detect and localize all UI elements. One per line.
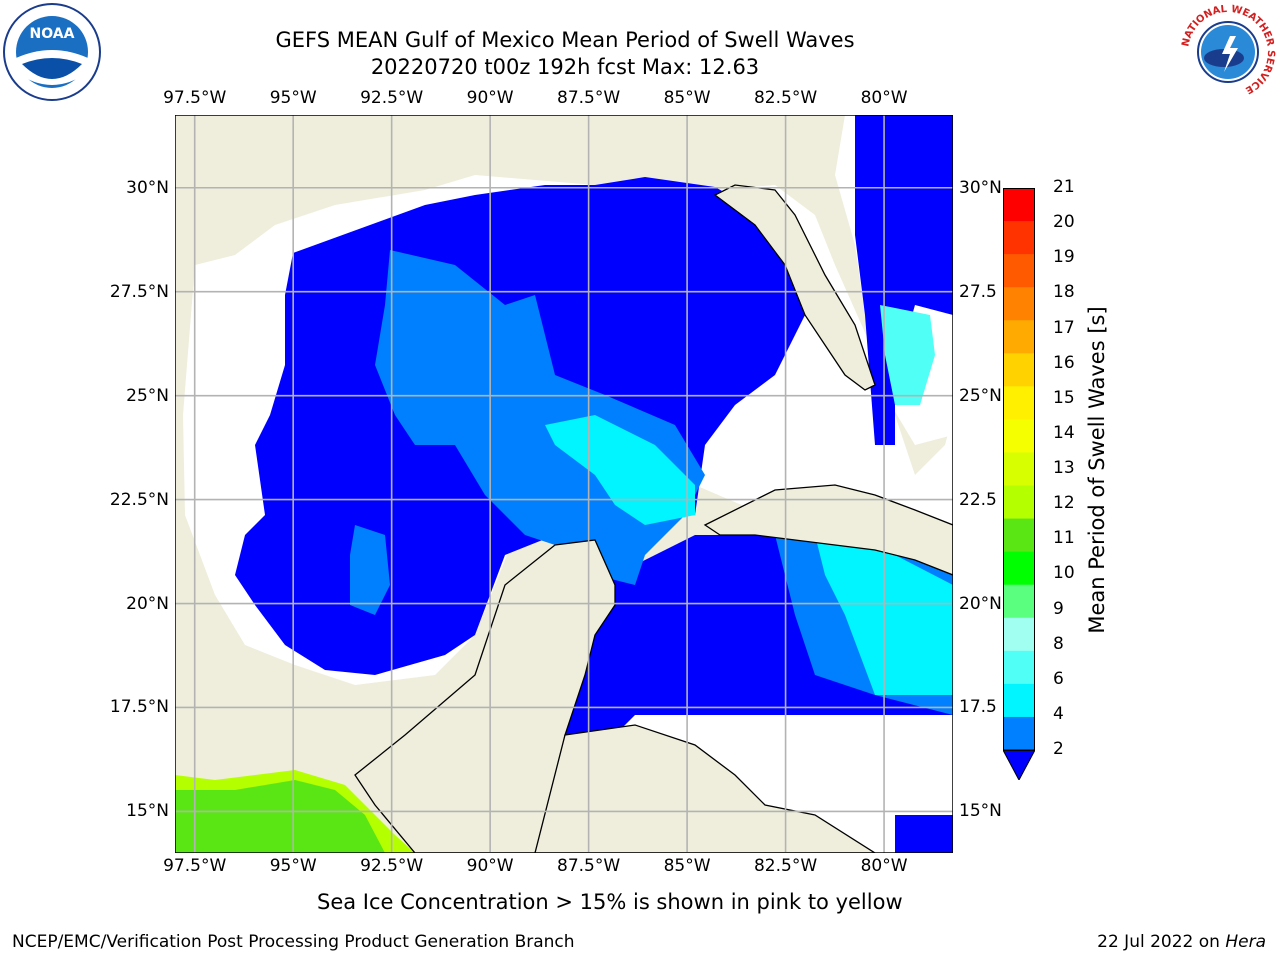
colorbar-segment (1003, 452, 1035, 487)
sea-ice-caption: Sea Ice Concentration > 15% is shown in … (317, 890, 903, 914)
bottom-lon-label-0: 97.5°W (163, 856, 227, 876)
left-lat-label-6: 15°N (126, 801, 169, 822)
swell-area-6s-atlantic (880, 305, 935, 405)
footer-date: 22 Jul 2022 on Hera (1097, 932, 1266, 952)
colorbar-tick-5: 16 (1053, 352, 1075, 373)
colorbar-segment (1003, 485, 1035, 520)
colorbar-tick-6: 15 (1053, 387, 1075, 408)
right-lat-label-6: 15°N (959, 801, 1002, 822)
colorbar-tick-11: 10 (1053, 563, 1075, 584)
top-lon-label-5: 85°W (663, 88, 711, 108)
colorbar-tick-7: 14 (1053, 422, 1075, 443)
right-lat-label-2: 25°N (959, 385, 1002, 406)
top-lon-label-3: 90°W (466, 88, 514, 108)
colorbar-tick-15: 4 (1053, 703, 1064, 724)
swell-area-6s (545, 415, 695, 525)
left-lat-label-4: 20°N (126, 593, 169, 614)
nws-logo-icon: NATIONAL WEATHER SERVICE (1180, 4, 1276, 100)
colorbar-frame (1003, 188, 1035, 751)
swell-area-2s-atlantic (855, 115, 953, 445)
colorbar-segment (1003, 683, 1035, 718)
noaa-logo-icon: NOAA (3, 3, 101, 101)
colorbar-segment (1003, 716, 1035, 751)
bottom-lon-label-7: 80°W (860, 856, 908, 876)
cuba (703, 484, 953, 576)
colorbar-segment (1003, 551, 1035, 586)
colorbar-tick-2: 19 (1053, 247, 1075, 268)
colorbar-segment (1003, 320, 1035, 354)
bottom-lon-label-6: 82.5°W (753, 856, 818, 876)
right-lat-label-3: 22.5 (959, 489, 997, 510)
noaa-logo-text: NOAA (30, 26, 75, 42)
colorbar (1003, 188, 1035, 780)
top-lon-label-4: 87.5°W (557, 88, 621, 108)
bottom-lon-label-2: 92.5°W (360, 856, 424, 876)
footer-machine: Hera (1225, 932, 1266, 952)
colorbar-tick-10: 11 (1053, 528, 1075, 549)
gulf-of-mexico-map (175, 115, 953, 853)
top-lon-label-1: 95°W (269, 88, 317, 108)
colorbar-segment (1003, 254, 1035, 288)
right-lat-label-5: 17.5 (959, 697, 997, 718)
left-lat-label-2: 25°N (126, 385, 169, 406)
right-lat-label-1: 27.5 (959, 281, 997, 302)
colorbar-segment (1003, 518, 1035, 553)
central-america (534, 724, 877, 853)
top-lon-label-2: 92.5°W (360, 88, 424, 108)
colorbar-tick-0: 21 (1053, 177, 1075, 197)
top-lon-label-7: 80°W (860, 88, 908, 108)
colorbar-tick-14: 6 (1053, 668, 1064, 689)
bottom-lon-label-3: 90°W (466, 856, 514, 876)
colorbar-tick-3: 18 (1053, 282, 1075, 303)
left-lat-label-1: 27.5°N (109, 281, 169, 302)
colorbar-segment (1003, 650, 1035, 685)
map-gridlines (175, 115, 953, 853)
bottom-lon-label-5: 85°W (663, 856, 711, 876)
swell-area-2s-pacific (895, 815, 953, 853)
chart-title: GEFS MEAN Gulf of Mexico Mean Period of … (275, 28, 855, 52)
right-lat-label-4: 20°N (959, 593, 1002, 614)
colorbar-extend-arrow (1003, 749, 1035, 780)
colorbar-segment (1003, 287, 1035, 321)
bottom-lon-label-4: 87.5°W (557, 856, 621, 876)
colorbar-segment (1003, 188, 1035, 222)
left-lat-label-0: 30°N (126, 177, 169, 198)
footer-date-text: 22 Jul 2022 on (1097, 932, 1226, 952)
colorbar-segment (1003, 617, 1035, 652)
colorbar-tick-13: 8 (1053, 633, 1064, 654)
swell-area-11s-pacific (175, 780, 385, 853)
top-lon-label-0: 97.5°W (163, 88, 227, 108)
colorbar-tick-8: 13 (1053, 458, 1075, 478)
footer-branch: NCEP/EMC/Verification Post Processing Pr… (12, 932, 575, 952)
colorbar-label: Mean Period of Swell Waves [s] (1085, 306, 1109, 634)
colorbar-segment (1003, 353, 1035, 387)
colorbar-tick-16: 2 (1053, 739, 1064, 759)
left-lat-label-3: 22.5°N (109, 489, 169, 510)
colorbar-tick-1: 20 (1053, 212, 1075, 233)
top-lon-label-6: 82.5°W (753, 88, 818, 108)
colorbar-segment (1003, 221, 1035, 255)
florida (713, 184, 876, 391)
colorbar-segment (1003, 584, 1035, 619)
colorbar-segment (1003, 419, 1035, 453)
bottom-lon-label-1: 95°W (269, 856, 317, 876)
left-lat-label-5: 17.5°N (109, 697, 169, 718)
colorbar-segment (1003, 386, 1035, 420)
right-lat-label-0: 30°N (959, 177, 1002, 198)
swell-area-4s-west (350, 525, 390, 615)
colorbar-tick-12: 9 (1053, 598, 1064, 619)
colorbar-tick-4: 17 (1053, 317, 1075, 338)
colorbar-tick-9: 12 (1053, 493, 1075, 514)
chart-subtitle: 20220720 t00z 192h fcst Max: 12.63 (370, 55, 760, 79)
